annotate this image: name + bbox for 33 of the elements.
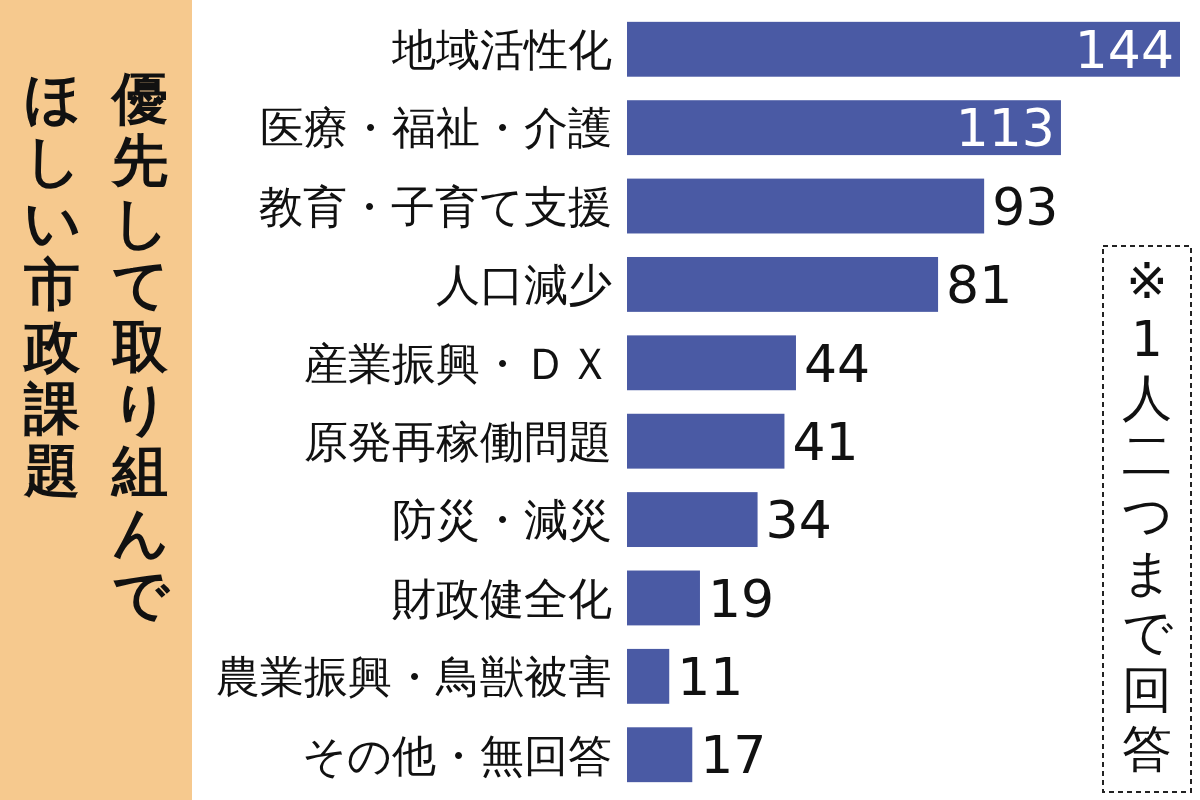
data-label: 113	[955, 98, 1055, 159]
data-label: 17	[700, 725, 767, 786]
data-label: 34	[765, 490, 832, 551]
y-tick-label: 防災・減災	[392, 494, 612, 546]
data-label: 19	[707, 568, 775, 629]
y-tick-label: 農業振興・鳥獣被害	[216, 651, 612, 703]
bar	[627, 100, 1061, 156]
y-tick-label: その他・無回答	[302, 729, 612, 781]
chart-title: 優先して取り組んで	[111, 65, 169, 627]
y-tick-label: 地域活性化	[391, 24, 612, 76]
data-label: 93	[992, 176, 1059, 237]
text: ほしい市政課題	[22, 65, 81, 503]
y-tick-label: 医療・福祉・介護	[260, 102, 612, 154]
bar	[627, 413, 785, 469]
text: ※1人二つまで回答	[1121, 251, 1173, 778]
bar	[627, 21, 1180, 77]
data-label: 144	[1074, 19, 1174, 80]
bar	[627, 492, 758, 548]
bar	[627, 178, 985, 234]
y-tick-label: 財政健全化	[392, 572, 612, 624]
data-label: 11	[677, 647, 744, 708]
y-tick-label: 教育・子育て支援	[259, 180, 612, 232]
bar	[627, 648, 670, 704]
y-tick-label: 産業振興・ＤＸ	[304, 337, 612, 389]
data-label: 81	[946, 255, 1013, 316]
bar	[627, 335, 796, 391]
data-label: 41	[792, 411, 859, 472]
bar	[627, 570, 700, 626]
bar	[627, 727, 693, 783]
bar	[627, 256, 939, 312]
y-tick-label: 人口減少	[436, 259, 612, 311]
y-tick-label: 原発再稼働問題	[304, 416, 612, 468]
data-label: 44	[803, 333, 871, 394]
